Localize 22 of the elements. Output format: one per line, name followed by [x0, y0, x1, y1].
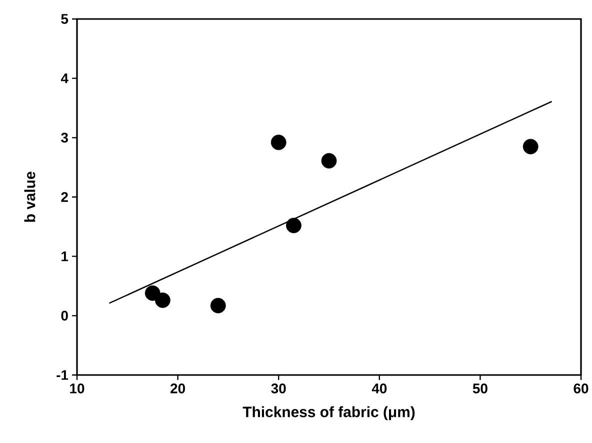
- y-axis-title: b value: [24, 172, 36, 222]
- point: [321, 153, 337, 169]
- x-tick-label: 50: [472, 384, 488, 394]
- point: [286, 218, 302, 234]
- x-tick-label: 60: [574, 384, 588, 394]
- y-tick-label: -1: [56, 370, 68, 380]
- y-tick-label: 4: [60, 74, 68, 84]
- point: [270, 134, 286, 150]
- x-axis-title: Thickness of fabric (μm): [242, 406, 415, 420]
- point: [154, 292, 170, 308]
- x-tick-label: 20: [170, 384, 185, 394]
- x-tick-label: 30: [271, 384, 286, 394]
- point: [522, 138, 538, 154]
- y-tick-label: 5: [61, 14, 68, 24]
- x-tick-label: 40: [372, 384, 387, 394]
- y-tick-label: 0: [61, 310, 68, 321]
- x-tick-label: 10: [70, 384, 84, 394]
- y-tick-label: 1: [62, 252, 68, 262]
- y-tick-label: 2: [61, 192, 68, 202]
- point: [210, 298, 226, 314]
- point: [144, 285, 160, 301]
- y-tick-label: 3: [61, 132, 68, 143]
